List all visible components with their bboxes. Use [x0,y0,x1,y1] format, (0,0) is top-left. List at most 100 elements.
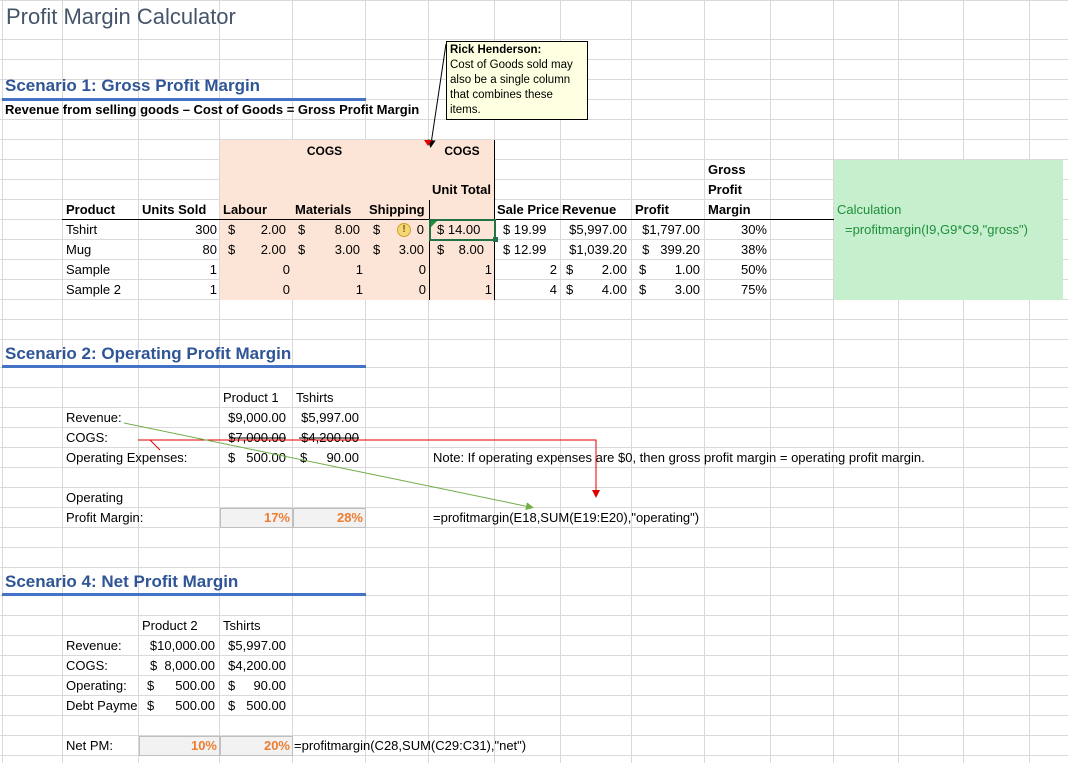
scenario2-opex-p1[interactable]: 500.00 [246,450,286,465]
scenario4-row-a[interactable]: $ 8,000.00 [149,658,215,673]
table-row-materials[interactable]: 1 [355,282,363,297]
scenario2-heading: Scenario 2: Operating Profit Margin [5,344,292,363]
scenario4-net-p1[interactable]: 10% [190,738,217,753]
scenario4-heading: Scenario 4: Net Profit Margin [5,572,239,591]
table-row-labour[interactable]: 0 [282,282,290,297]
scenario4-row-b-symbol: $ [228,698,236,713]
table-row-labour-symbol: $ [228,222,236,237]
table-row-shipping[interactable]: 0 [418,282,426,297]
table-row-profit[interactable]: 3.00 [674,282,700,297]
scenario4-row-b[interactable]: $4,200.00 [228,658,286,673]
table-row-sale-price[interactable]: 4 [549,282,557,297]
scenario2-opm-p1[interactable]: 17% [263,510,290,525]
calculation-fill-region [834,160,1063,300]
table-row-unit-total[interactable]: $ 14.00 [437,222,481,237]
table-row-sale-price[interactable]: $ 19.99 [503,222,547,237]
scenario4-row-a-symbol: $ [147,678,155,693]
scenario4-net-p2[interactable]: 20% [263,738,290,753]
scenario1-formula-text: Revenue from selling goods – Cost of Goo… [5,102,420,117]
table-row-units[interactable]: 1 [209,262,217,277]
cogs-header: COGS [306,144,343,158]
scenario2-revenue-label: Revenue: [66,410,122,425]
scenario4-row-a[interactable]: 500.00 [175,678,215,693]
scenario2-formula[interactable]: =profitmargin(E18,SUM(E19:E20),"operatin… [433,510,700,525]
table-row-shipping[interactable]: 3.00 [398,242,424,257]
table-row-labour[interactable]: 2.00 [260,242,286,257]
scenario2-cogs-p1[interactable]: $7,000.00 [228,430,286,445]
scenario4-row-a[interactable]: 500.00 [175,698,215,713]
header-margin: Margin [708,202,751,217]
table-row-labour[interactable]: 2.00 [260,222,286,237]
table-row-sale-price[interactable]: 2 [549,262,557,277]
cell-comment[interactable]: Rick Henderson: Cost of Goods sold may a… [446,41,588,120]
table-row-revenue[interactable]: $1,039.20 [569,242,627,257]
comment-line: also be a single column [450,74,571,86]
net-cell-bg [139,736,220,756]
selected-cell[interactable] [429,219,496,241]
table-row-revenue[interactable]: $5,997.00 [569,222,627,237]
table-row-shipping-symbol: $ [373,242,381,257]
table-row-margin[interactable]: 30% [740,222,767,237]
opm-cell-bg [220,508,293,528]
table-row-shipping[interactable]: 0 [416,222,424,237]
warning-icon[interactable]: ! [397,223,411,237]
calculation-label: Calculation [837,202,902,217]
scenario4-formula[interactable]: =profitmargin(C28,SUM(C29:C31),"net") [294,738,527,753]
table-row-margin[interactable]: 75% [740,282,767,297]
table-row-materials[interactable]: 8.00 [334,222,360,237]
table-row-unit-total[interactable]: $ 8.00 [437,242,484,257]
scenario4-row-label: Revenue: [66,638,122,653]
table-row-labour[interactable]: 0 [282,262,290,277]
table-row-profit-symbol: $ [639,282,647,297]
calculation-formula[interactable]: =profitmargin(I9,G9*C9,"gross") [845,222,1028,237]
comment-pointer-line [427,43,447,148]
table-row-units[interactable]: 80 [202,242,217,257]
unit-total-header: Unit Total [432,182,491,197]
scenario2-opex-p1-symbol: $ [228,450,236,465]
scenario2-revenue-p2[interactable]: $5,997.00 [301,410,359,425]
header-profit: Profit [635,202,669,217]
net-cell-bg [220,736,293,756]
scenario4-row-label: COGS: [66,658,108,673]
scenario2-opm-label-line2: Profit Margin: [66,510,144,525]
scenario4-row-b[interactable]: 90.00 [253,678,286,693]
scenario2-opm-p2[interactable]: 28% [336,510,363,525]
table-row-materials[interactable]: 3.00 [334,242,360,257]
table-row-margin[interactable]: 50% [740,262,767,277]
header-sale-price: Sale Price [497,202,560,217]
comment-line: Cost of Goods sold may [450,59,573,71]
scenario1-underline [2,98,366,101]
scenario4-net-label: Net PM: [66,738,113,753]
table-row-sale-price[interactable]: $ 12.99 [503,242,547,257]
table-row-margin[interactable]: 38% [740,242,767,257]
table-row-units[interactable]: 1 [209,282,217,297]
table-row-revenue-symbol: $ [566,262,574,277]
table-row-shipping[interactable]: 0 [418,262,426,277]
table-row-profit[interactable]: 1.00 [674,262,700,277]
table-row-materials[interactable]: 1 [355,262,363,277]
scenario2-underline [2,365,366,368]
scenario4-row-label: Debt Payme [66,698,138,713]
table-row-revenue[interactable]: 2.00 [601,262,627,277]
table-row-revenue[interactable]: 4.00 [601,282,627,297]
header-revenue: Revenue [562,202,617,217]
table-row-product[interactable]: Mug [66,242,92,257]
fill-handle[interactable] [493,237,498,242]
scenario2-opm-label-line1: Operating [66,490,124,505]
table-row-product[interactable]: Sample 2 [66,282,121,297]
table-row-product[interactable]: Sample [66,262,111,277]
comment-line: items. [450,104,481,116]
table-row-unit-total[interactable]: 1 [484,282,492,297]
scenario2-cogs-p2[interactable]: $4,200.00 [301,430,359,445]
scenario2-revenue-p1[interactable]: $9,000.00 [228,410,286,425]
table-row-unit-total[interactable]: 1 [484,262,492,277]
table-row-profit[interactable]: $ 399.20 [642,242,700,257]
scenario4-row-b[interactable]: 500.00 [246,698,286,713]
scenario4-row-label: Operating: [66,678,127,693]
table-row-product[interactable]: Tshirt [66,222,98,237]
table-row-units[interactable]: 300 [195,222,217,237]
scenario2-opex-p2[interactable]: 90.00 [326,450,359,465]
table-row-profit[interactable]: $1,797.00 [642,222,700,237]
scenario4-row-b[interactable]: $5,997.00 [228,638,286,653]
scenario4-row-a[interactable]: $10,000.00 [149,638,215,653]
